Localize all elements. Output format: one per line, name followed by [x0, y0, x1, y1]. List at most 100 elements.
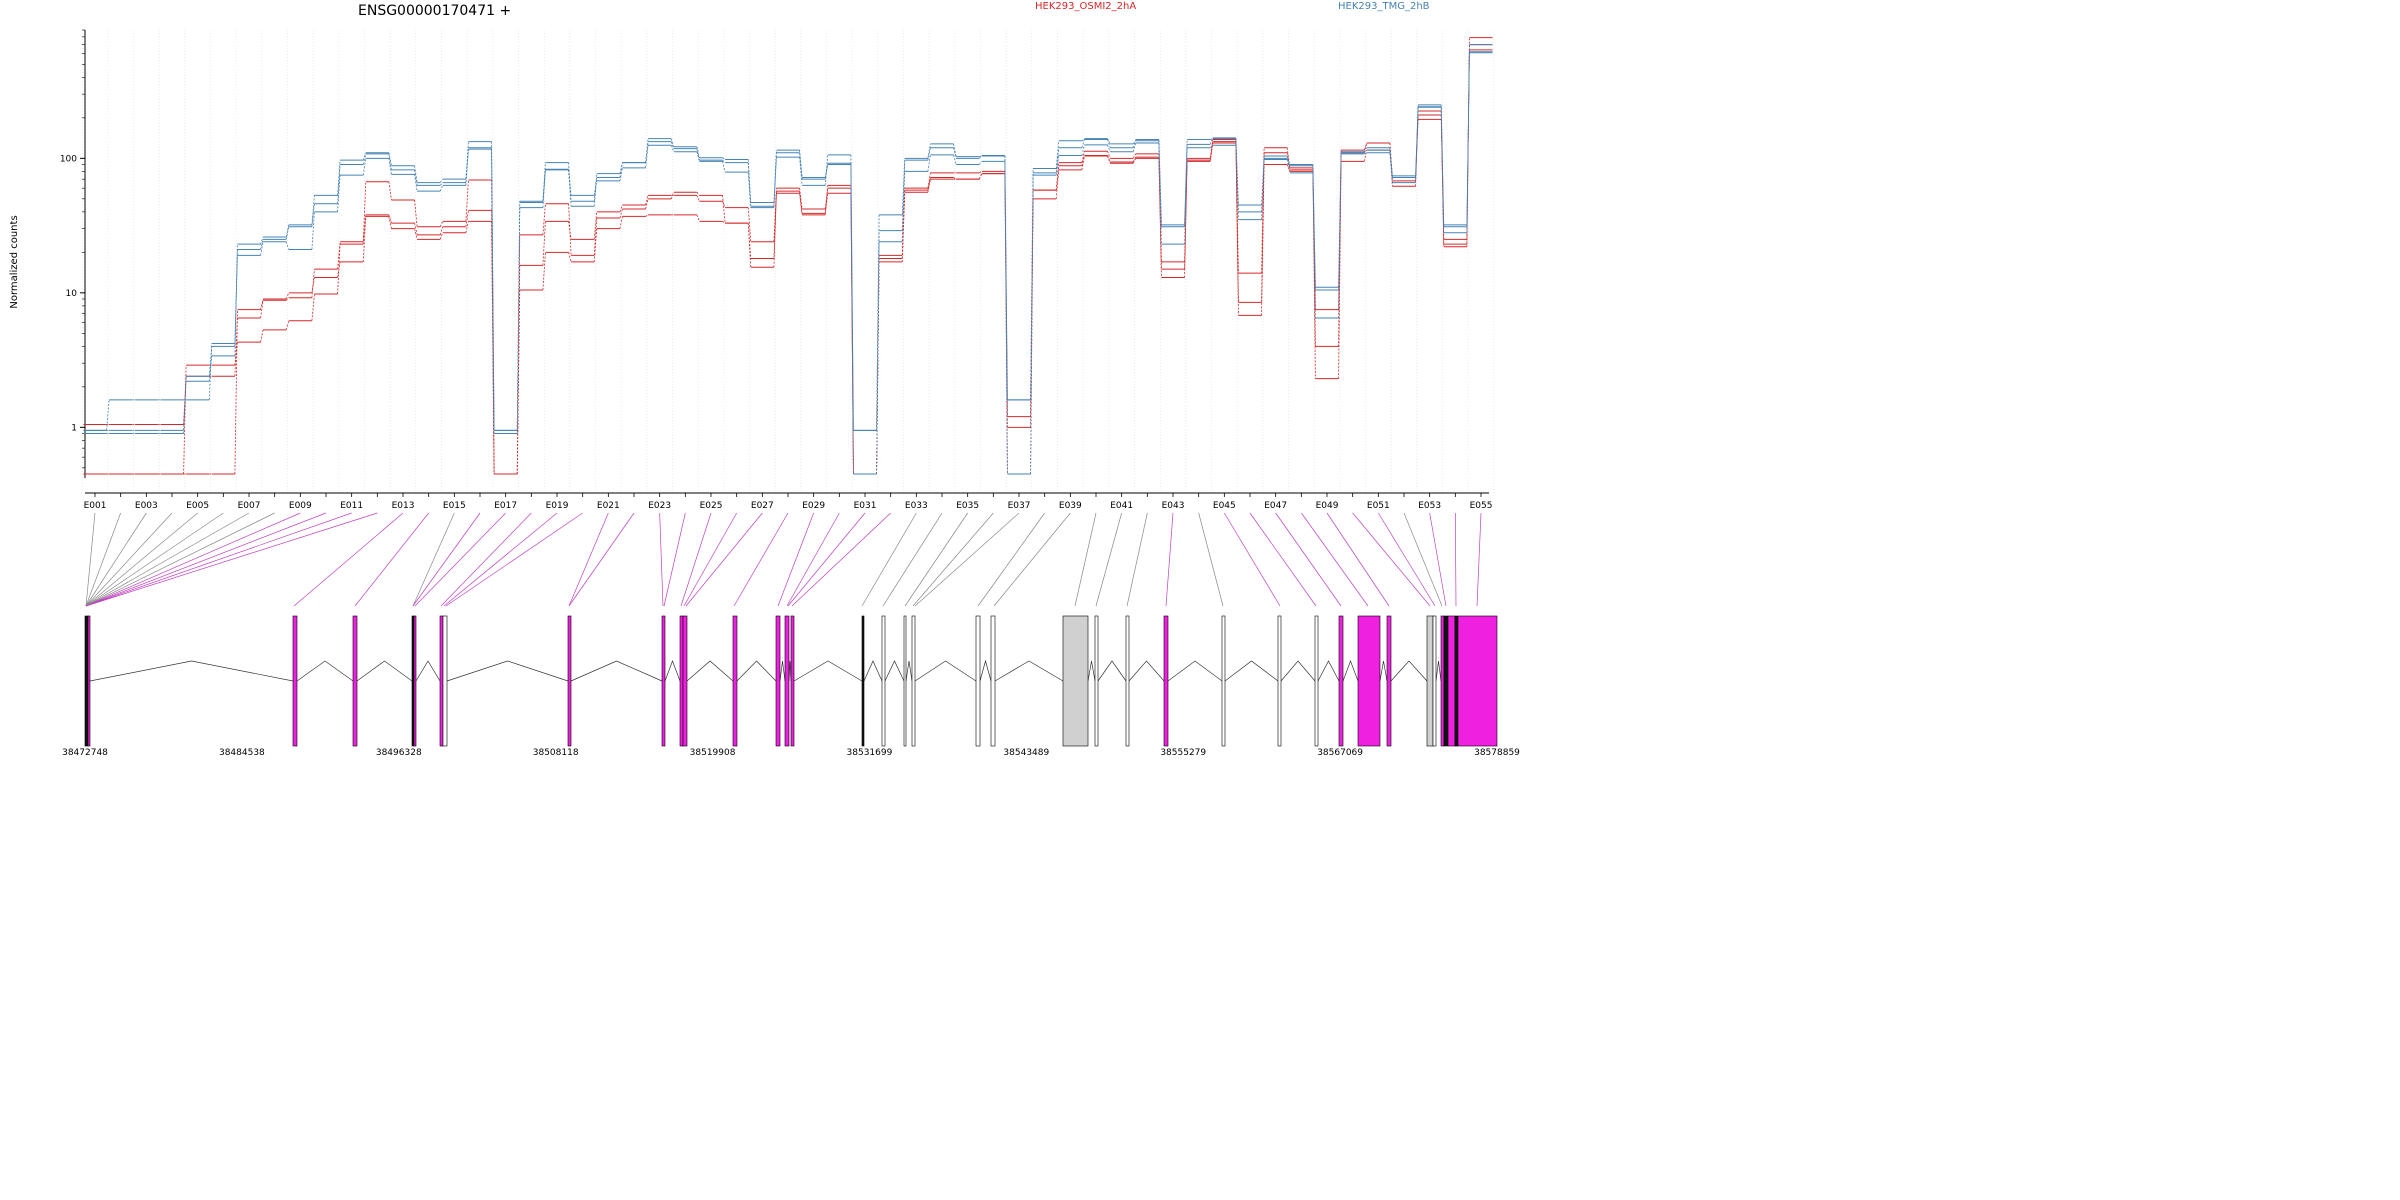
- series-connector: [1415, 106, 1419, 176]
- series-connector: [1132, 158, 1137, 164]
- series-connector: [696, 214, 700, 222]
- exon-connector: [1403, 512, 1443, 607]
- x-tick-label: E047: [1264, 501, 1287, 511]
- exon-block: [567, 615, 572, 747]
- series-connector: [1081, 139, 1085, 148]
- exon-connector: [993, 512, 1071, 607]
- series-connector: [1184, 161, 1188, 278]
- exon-block: [881, 615, 886, 747]
- series-connector: [619, 162, 623, 174]
- series-connector: [593, 173, 598, 202]
- x-tick-label: E035: [956, 501, 979, 511]
- series-connector: [439, 226, 444, 235]
- series-connector: [901, 160, 906, 242]
- x-tick-label: E043: [1162, 501, 1185, 511]
- coordinate-label: 38484538: [219, 748, 265, 758]
- exon-block: [439, 615, 444, 747]
- series-connector: [234, 317, 238, 377]
- series-connector: [1132, 139, 1137, 148]
- series-connector: [773, 191, 777, 268]
- x-tick-label: E049: [1316, 501, 1339, 511]
- series-connector: [1363, 147, 1368, 152]
- intron-line: [914, 660, 977, 682]
- exon-connector: [1074, 512, 1097, 607]
- series-connector: [1184, 144, 1188, 225]
- exon-block: [1277, 615, 1282, 747]
- series-connector: [747, 223, 752, 268]
- series-connector: [850, 164, 854, 474]
- series-connector: [542, 203, 546, 235]
- series-connector: [1312, 172, 1316, 319]
- series-connector: [1132, 142, 1137, 152]
- series-connector: [953, 154, 957, 165]
- series-connector: [824, 164, 829, 180]
- series-connector: [927, 143, 931, 159]
- series-connector: [1055, 169, 1060, 199]
- exon-block: [1426, 615, 1434, 747]
- exon-block: [1432, 615, 1437, 747]
- coordinate-label: 38519908: [690, 748, 736, 758]
- y-tick-label: 1: [71, 423, 77, 433]
- series-connector: [260, 239, 264, 250]
- x-tick-label: E003: [135, 501, 158, 511]
- series-connector: [1209, 142, 1214, 162]
- series-connector: [362, 158, 367, 176]
- x-tick-label: E009: [289, 501, 312, 511]
- series-connector: [722, 157, 726, 160]
- exon-connector: [412, 512, 481, 607]
- series-connector: [1363, 150, 1368, 162]
- exon-connector: [904, 512, 968, 607]
- intron-line: [89, 660, 294, 682]
- series-connector: [1107, 155, 1111, 164]
- series-connector: [388, 214, 392, 224]
- x-tick-label: E045: [1213, 501, 1236, 511]
- exon-connector: [1249, 512, 1317, 607]
- series-connector: [696, 148, 700, 161]
- series-connector: [491, 141, 495, 434]
- series-connector: [311, 293, 315, 321]
- series-connector: [465, 149, 469, 186]
- legend-series-a: HEK293_OSMI2_2hA: [1035, 1, 1136, 12]
- series-connector: [747, 207, 752, 242]
- series-connector: [1107, 144, 1111, 152]
- series-connector: [978, 173, 983, 180]
- exon-connector: [1454, 512, 1457, 607]
- exon-connector: [786, 512, 840, 607]
- exon-block: [784, 615, 790, 747]
- exon-connector: [568, 512, 609, 607]
- series-connector: [362, 152, 367, 161]
- series-connector: [619, 204, 623, 213]
- exon-connector: [85, 512, 224, 607]
- exon-connector: [680, 512, 712, 607]
- series-connector: [465, 210, 469, 227]
- intron-line: [1224, 660, 1279, 682]
- exon-connector: [1165, 512, 1174, 607]
- grid-lines: [81, 30, 1495, 493]
- series-connector: [1235, 145, 1239, 220]
- series-connector: [414, 165, 418, 183]
- series-connector: [619, 167, 623, 181]
- y-axis-label: Normalized counts: [9, 215, 20, 308]
- exon-block: [87, 615, 91, 747]
- exon-block: [1454, 615, 1459, 747]
- x-tick-label: E019: [546, 501, 569, 511]
- series-connector: [568, 252, 572, 262]
- series-connector: [1055, 165, 1060, 191]
- series-connector: [593, 211, 598, 240]
- exon-connector: [1095, 512, 1123, 607]
- series-connector: [260, 241, 264, 256]
- exon-connector: [85, 512, 327, 607]
- series-connector: [670, 138, 675, 147]
- series-connector: [337, 160, 341, 196]
- series-3: [83, 37, 1493, 475]
- coordinate-label: 38555279: [1160, 748, 1206, 758]
- exon-block: [1221, 615, 1226, 747]
- series-connector: [593, 177, 598, 207]
- series-connector: [619, 162, 623, 178]
- x-tick-label: E031: [854, 501, 877, 511]
- exon-connector: [293, 512, 404, 607]
- series-connector: [1312, 164, 1316, 288]
- gene-model: [84, 615, 1498, 747]
- exon-connector: [414, 512, 506, 607]
- intron-line: [446, 660, 569, 682]
